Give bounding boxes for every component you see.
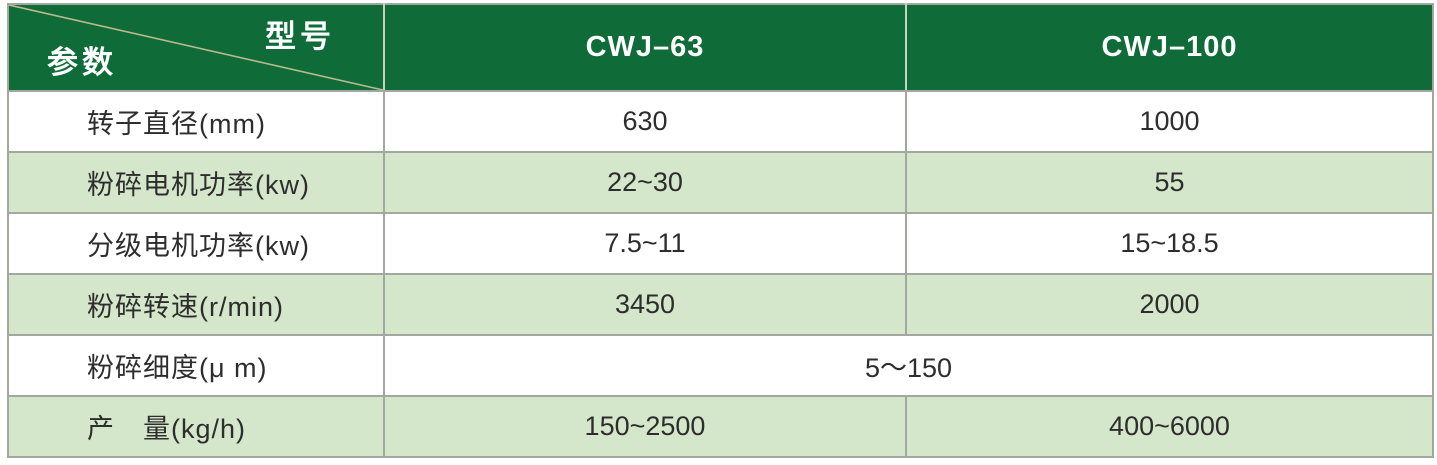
cell-cwj63: 3450: [383, 273, 907, 336]
table-row-rotor-diameter: 转子直径(mm) 630 1000: [7, 90, 1434, 153]
row-label: 分级电机功率(kw): [7, 212, 385, 275]
corner-label-parameter: 参数: [47, 45, 117, 80]
table-row-crushing-motor-power: 粉碎电机功率(kw) 22~30 55: [7, 151, 1434, 214]
table-row-fineness: 粉碎细度(μ m) 5～150: [7, 334, 1434, 397]
corner-header-cell: 型号 参数: [7, 3, 385, 92]
cell-cwj63: 7.5~11: [383, 212, 907, 275]
cell-cwj100: 1000: [905, 90, 1434, 153]
cell-cwj100: 15~18.5: [905, 212, 1434, 275]
table-row-crushing-speed: 粉碎转速(r/min) 3450 2000: [7, 273, 1434, 336]
spec-table: 型号 参数 CWJ–63 CWJ–100 转子直径(mm) 630 1000 粉…: [7, 3, 1434, 458]
cell-cwj63: 150~2500: [383, 395, 907, 458]
cell-cwj100: 2000: [905, 273, 1434, 336]
cell-cwj63: 630: [383, 90, 907, 153]
cell-cwj100: 55: [905, 151, 1434, 214]
cell-merged-fineness: 5～150: [383, 334, 1434, 397]
diagonal-divider-line: [9, 5, 383, 90]
header-row: 型号 参数 CWJ–63 CWJ–100: [7, 3, 1434, 92]
table-row-capacity: 产 量(kg/h) 150~2500 400~6000: [7, 395, 1434, 458]
column-header-cwj63: CWJ–63: [383, 3, 907, 92]
column-header-cwj100: CWJ–100: [905, 3, 1434, 92]
table-row-classifier-motor-power: 分级电机功率(kw) 7.5~11 15~18.5: [7, 212, 1434, 275]
row-label: 粉碎电机功率(kw): [7, 151, 385, 214]
cell-cwj63: 22~30: [383, 151, 907, 214]
cell-cwj100: 400~6000: [905, 395, 1434, 458]
corner-label-model: 型号: [265, 19, 335, 54]
row-label: 产 量(kg/h): [7, 395, 385, 458]
row-label: 粉碎转速(r/min): [7, 273, 385, 336]
row-label: 粉碎细度(μ m): [7, 334, 385, 397]
row-label: 转子直径(mm): [7, 90, 385, 153]
